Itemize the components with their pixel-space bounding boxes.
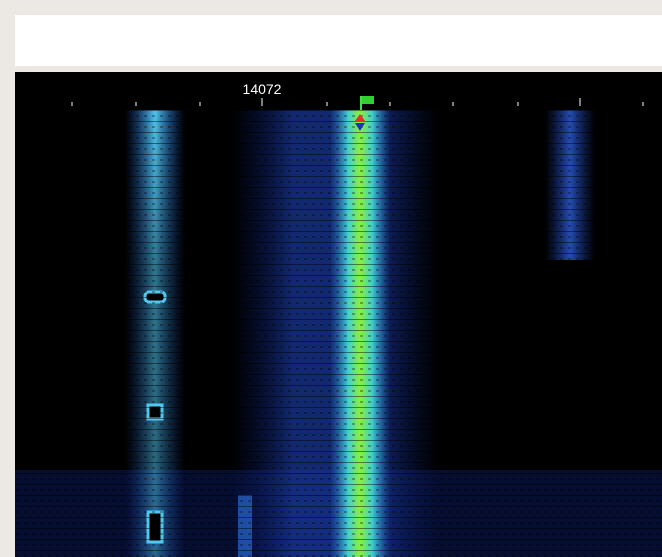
frequency-label: 14072 [243,81,282,97]
tuning-flag[interactable] [360,96,374,110]
ruler-ticks [71,98,644,106]
tuning-marker [355,114,365,131]
scan-lines [15,110,662,557]
top-panel [15,15,662,66]
